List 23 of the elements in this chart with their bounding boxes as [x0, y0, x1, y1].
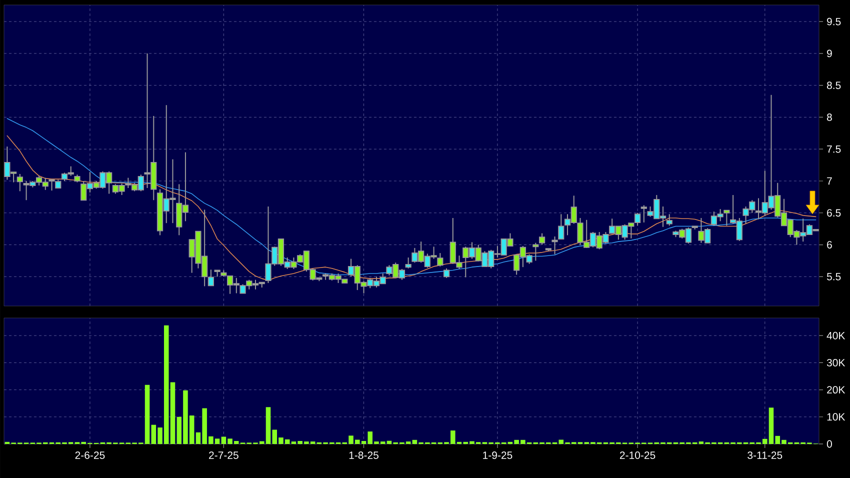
y-tick-label: 40K [826, 332, 846, 340]
y-tick-label: 6.5 [827, 209, 841, 217]
y-tick-label: 7 [827, 177, 832, 185]
x-tick-label: 2-10-25 [620, 452, 656, 459]
x-tick-label: 2-6-25 [75, 452, 105, 459]
y-tick-label: 8.5 [826, 82, 841, 90]
y-tick-label: 8 [826, 114, 832, 121]
x-tick-label: 1-8-25 [349, 452, 378, 459]
x-tick-label: 2-7-25 [209, 452, 238, 459]
y-tick-label: 5.5 [826, 273, 841, 280]
x-tick-label: 3-11-25 [748, 452, 782, 459]
y-tick-label: 9 [827, 50, 832, 58]
y-tick-label: 9.5 [827, 18, 841, 26]
x-tick-label: 1-9-25 [483, 452, 512, 459]
y-tick-label: 7.5 [827, 145, 841, 153]
candlestick [552, 236, 558, 255]
y-tick-label: 30K [826, 358, 846, 366]
y-tick-label: 10K [827, 413, 846, 421]
bar [151, 424, 156, 444]
y-tick-label: 0 [826, 440, 832, 448]
bar [412, 440, 418, 444]
y-tick-label: 6 [827, 241, 832, 248]
y-tick-label: 20K [827, 386, 846, 394]
